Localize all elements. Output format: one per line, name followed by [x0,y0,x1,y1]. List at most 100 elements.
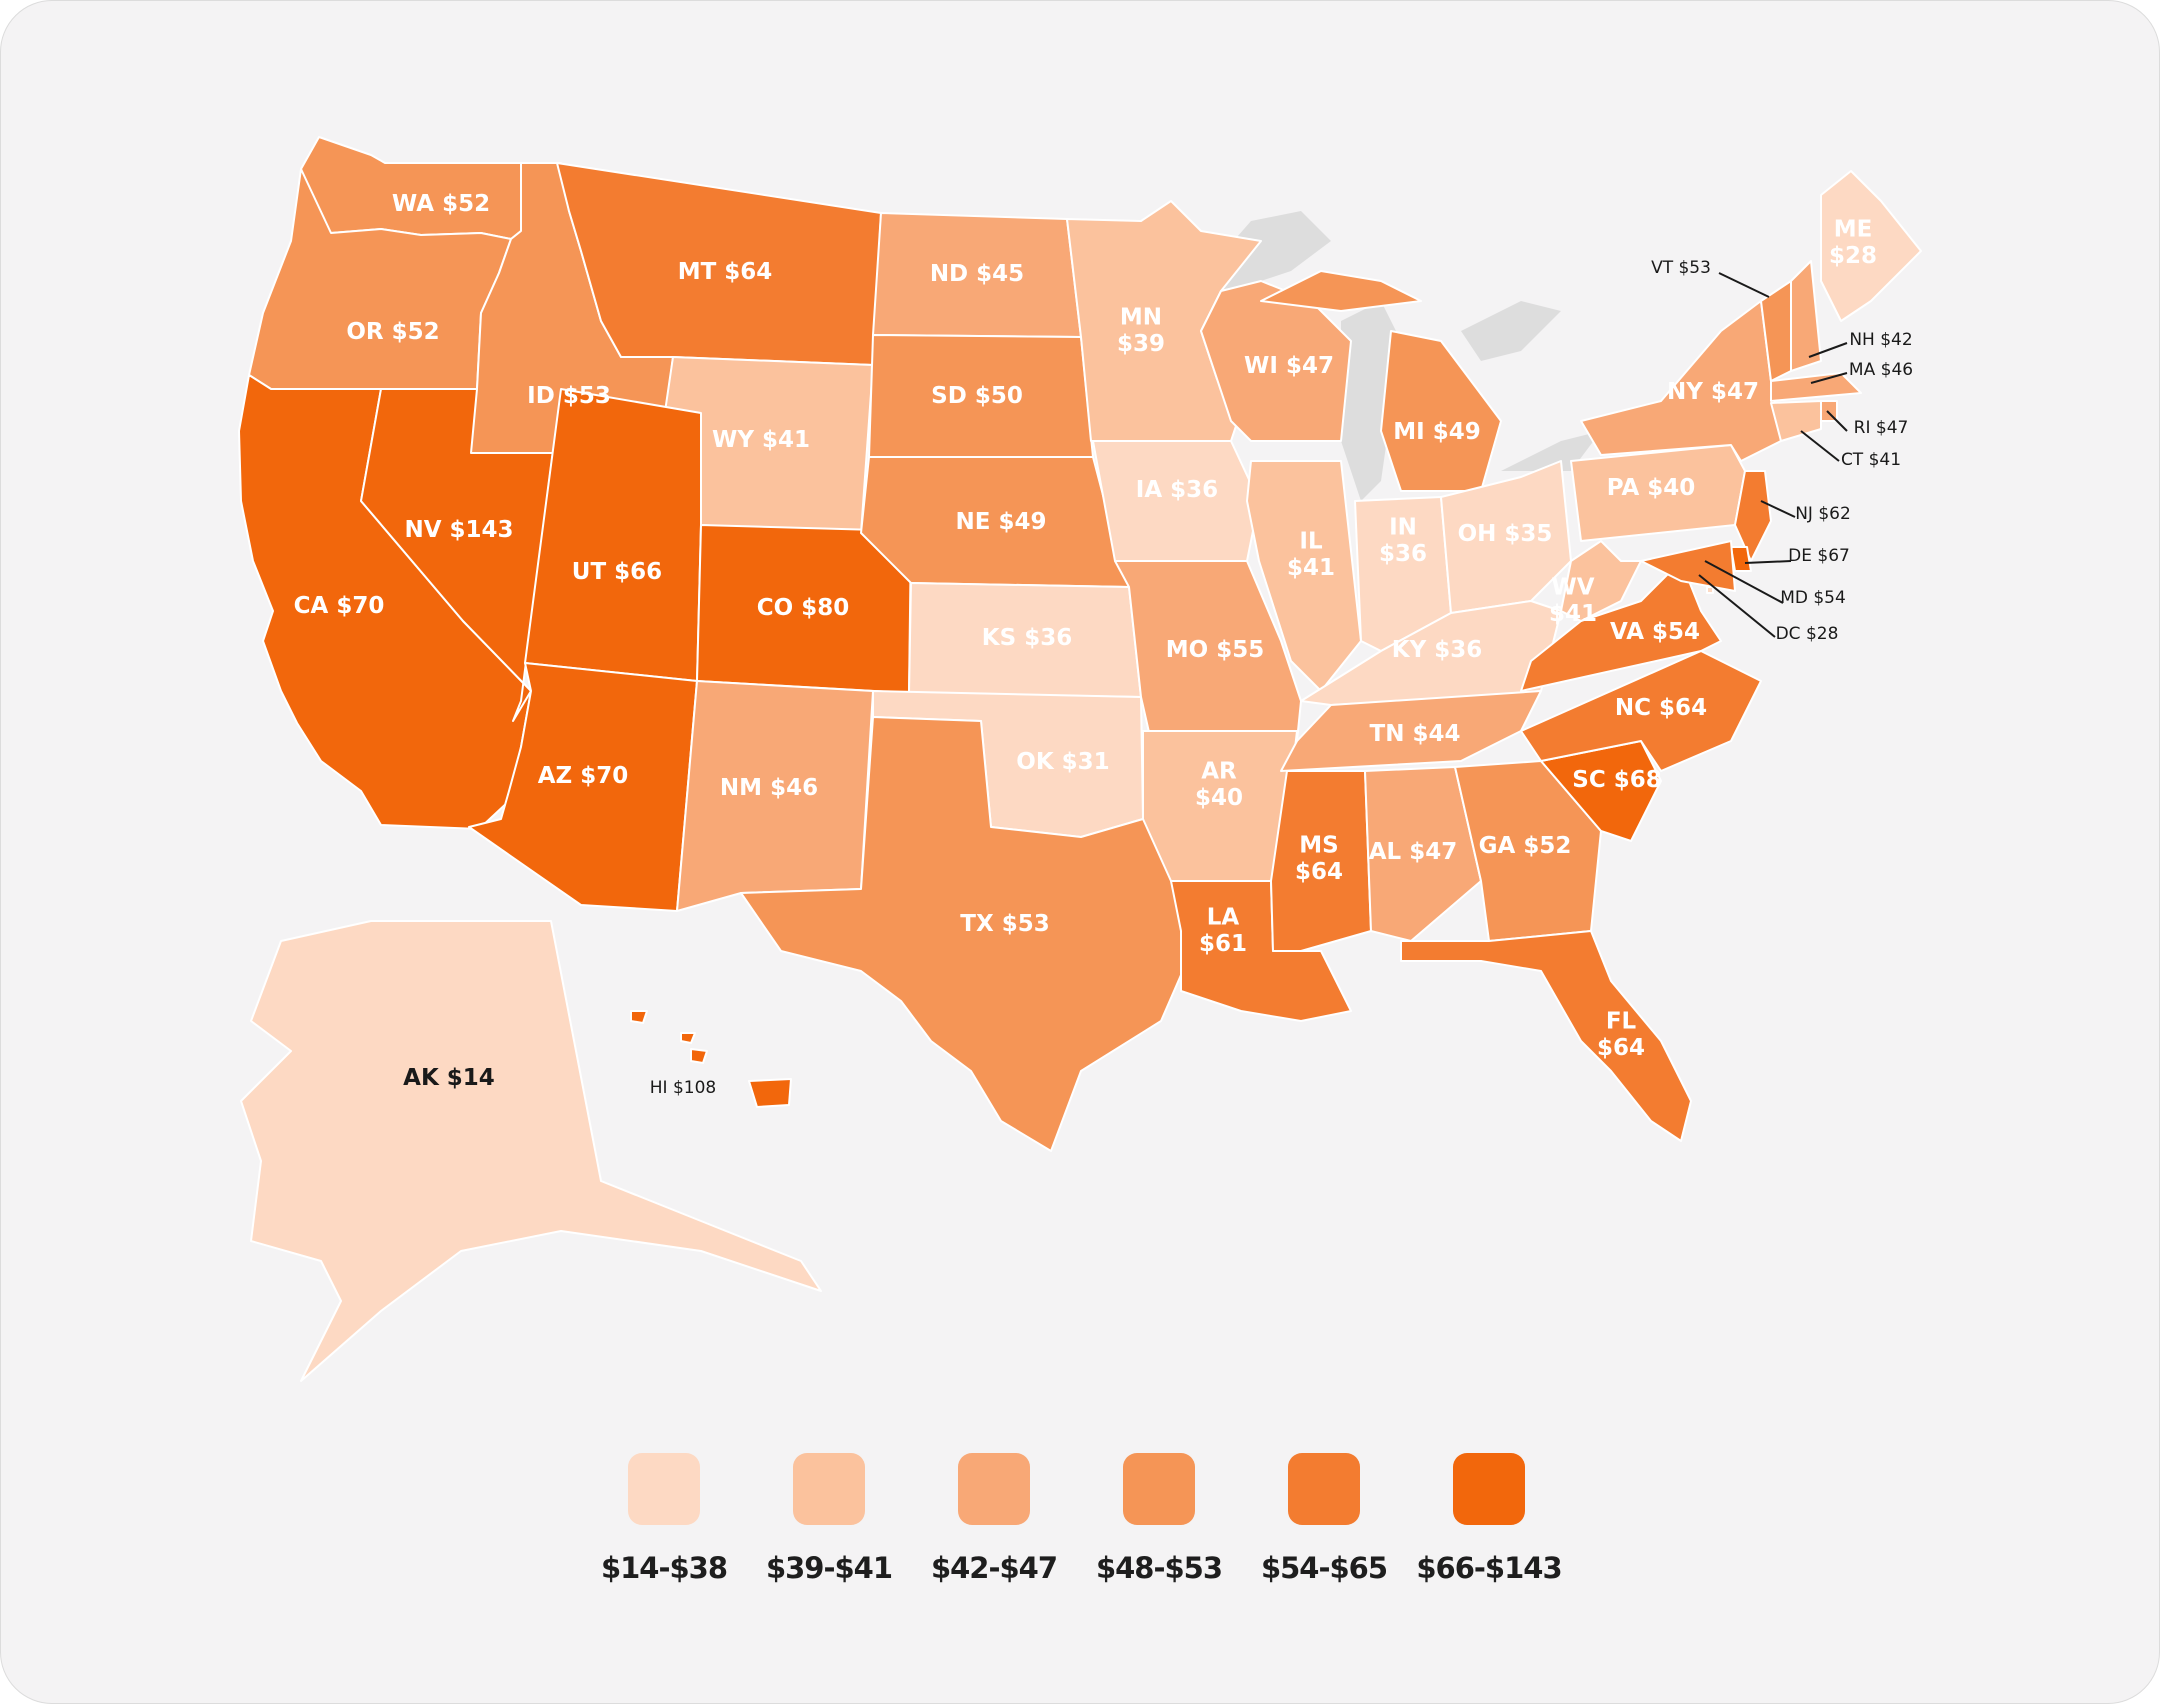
state-il [1246,460,1362,692]
state-hi [630,1010,792,1108]
state-label: MO $55 [1166,637,1264,663]
leader-line [1808,342,1848,358]
state-label: VT $53 [1651,258,1711,278]
leader-line [1760,500,1796,518]
state-label: CA $70 [294,593,385,619]
state-label: AK $14 [403,1065,495,1091]
legend-label: $14-$38 [600,1551,728,1585]
state-label: AL $47 [1369,839,1457,865]
leader-line [1826,410,1848,432]
state-label: TN $44 [1370,721,1461,747]
state-label: KS $36 [982,625,1072,651]
legend-item: $48-$53 [1086,1453,1226,1593]
state-label: KY $36 [1392,637,1483,663]
state-label: WA $52 [392,191,490,217]
leader-line [1698,574,1776,638]
state-me [1820,170,1922,322]
state-label: ID $53 [527,383,611,409]
state-label: OK $31 [1016,749,1109,775]
state-al [1364,766,1482,942]
state-label: OR $52 [346,319,439,345]
state-label: PA $40 [1607,475,1696,501]
state-wi [1200,280,1352,442]
state-va [1520,560,1722,692]
leader-line [1744,560,1792,564]
state-label: DE $67 [1788,546,1850,566]
state-tx [740,716,1182,1152]
legend-swatch [958,1453,1030,1525]
state-label: SD $50 [931,383,1023,409]
state-label: NE $49 [956,509,1047,535]
state-label: IL $41 [1287,528,1335,580]
state-label: NV $143 [404,517,513,543]
state-label: FL $64 [1597,1008,1645,1060]
legend-item: $39-$41 [756,1453,896,1593]
state-label: MA $46 [1849,360,1913,380]
state-label: NC $64 [1615,695,1707,721]
state-label: SC $68 [1572,767,1661,793]
state-label: RI $47 [1854,418,1909,438]
state-label: NM $46 [720,775,818,801]
state-label: MN $39 [1117,304,1165,356]
state-ct [1770,400,1822,442]
state-label: ME $28 [1829,216,1877,268]
state-label: MT $64 [678,259,773,285]
state-label: NJ $62 [1795,504,1851,524]
state-label: HI $108 [650,1078,716,1098]
state-fl [1400,930,1692,1142]
legend-swatch [1453,1453,1525,1525]
legend-label: $39-$41 [765,1551,893,1585]
leader-line [1810,372,1848,384]
legend-swatch [628,1453,700,1525]
legend: $14-$38 $39-$41 $42-$47 $48-$53 $54-$65 … [591,1453,1591,1593]
state-label: AZ $70 [538,763,629,789]
callout-leader-lines [1698,272,1848,638]
state-ak [240,920,822,1382]
leader-line [1704,560,1784,604]
state-label: IN $36 [1379,514,1427,566]
state-label: UT $66 [572,559,662,585]
state-label: LA $61 [1199,904,1247,956]
legend-label: $42-$47 [930,1551,1058,1585]
state-label: TX $53 [960,911,1049,937]
state-label: MD $54 [1780,588,1846,608]
lake-shape [1461,301,1561,361]
state-label: MS $64 [1295,832,1343,884]
legend-item: $14-$38 [591,1453,731,1593]
state-md [1640,540,1736,592]
state-labels: WA $52 OR $52 CA $70 NV $143 ID $53 MT $64 WY … [294,191,1913,1098]
state-label: WV $41 [1549,574,1597,626]
state-label: DC $28 [1776,624,1839,644]
legend-item: $54-$65 [1251,1453,1391,1593]
state-nj [1734,470,1772,562]
state-label: OH $35 [1458,521,1553,547]
legend-swatch [793,1453,865,1525]
legend-swatch [1288,1453,1360,1525]
state-label: AR $40 [1195,758,1243,810]
state-label: NH $42 [1849,330,1912,350]
state-label: GA $52 [1479,833,1572,859]
state-nc [1520,650,1762,772]
state-dc [1706,586,1714,594]
state-label: CO $80 [757,595,849,621]
state-wv [1560,540,1642,622]
state-label: CT $41 [1841,450,1901,470]
state-label: NY $47 [1667,379,1759,405]
state-ma [1770,372,1862,402]
legend-label: $54-$65 [1260,1551,1388,1585]
state-label: WI $47 [1244,353,1334,379]
state-label: IA $36 [1136,477,1218,503]
leader-line [1800,430,1840,462]
legend-label: $66-$143 [1416,1551,1562,1585]
legend-item: $42-$47 [921,1453,1061,1593]
state-label: MI $49 [1393,419,1480,445]
state-nh [1790,260,1822,372]
leader-line [1718,272,1770,298]
legend-label: $48-$53 [1095,1551,1223,1585]
state-label: WY $41 [712,427,810,453]
state-label: VA $54 [1610,619,1700,645]
legend-item: $66-$143 [1416,1453,1563,1593]
state-label: ND $45 [930,261,1024,287]
